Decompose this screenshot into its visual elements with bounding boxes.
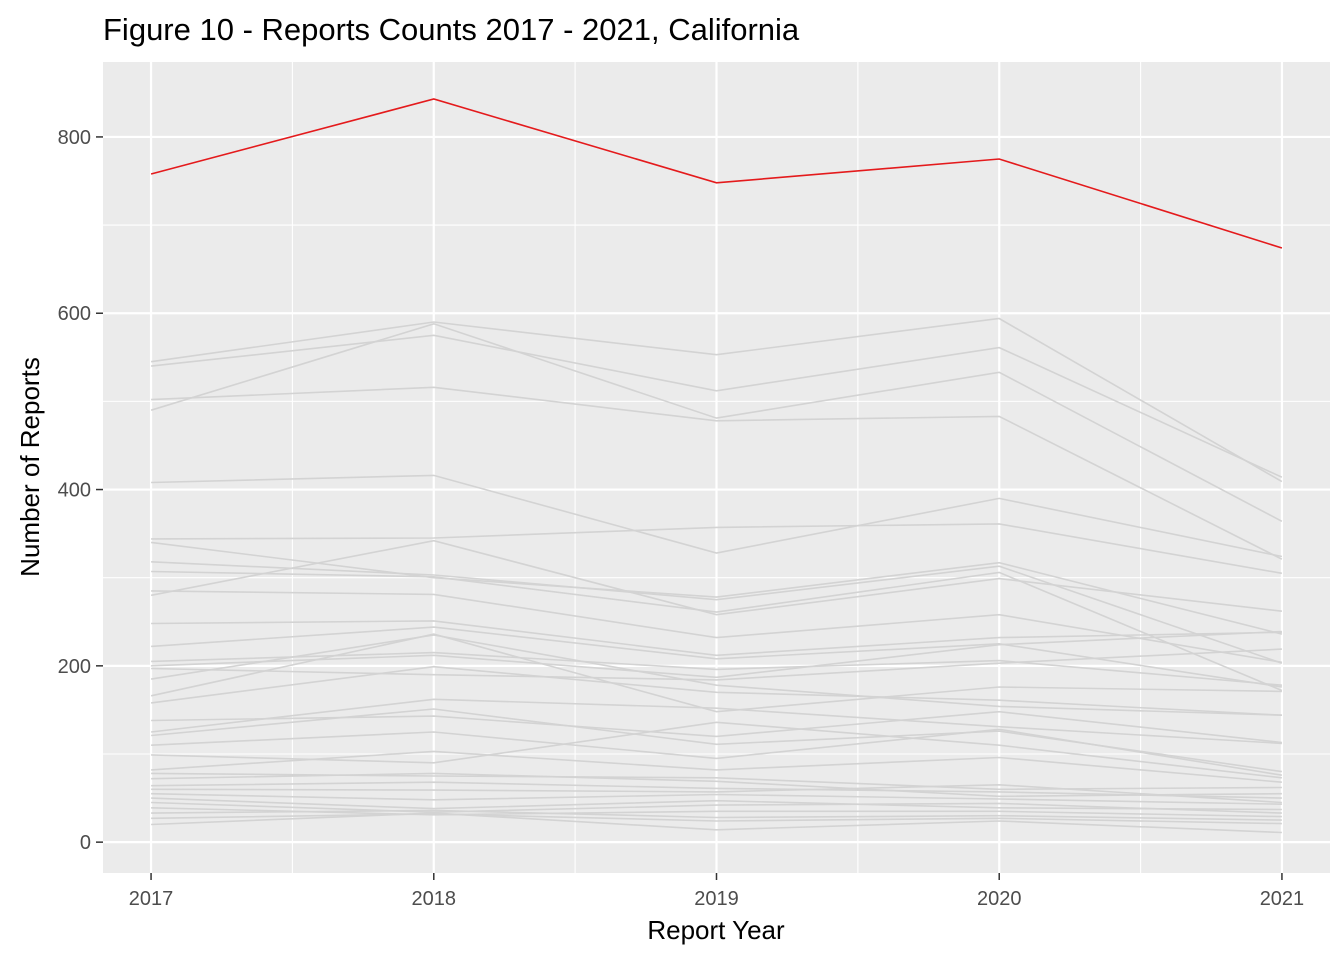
background-series-line bbox=[151, 541, 1283, 635]
x-tick-label: 2017 bbox=[129, 888, 174, 910]
x-tick-label: 2020 bbox=[977, 888, 1022, 910]
background-series-line bbox=[151, 651, 1282, 686]
background-series-line bbox=[151, 386, 1283, 560]
background-series-line bbox=[151, 721, 1282, 779]
background-series-line bbox=[151, 523, 1283, 575]
background-series-line bbox=[150, 539, 1282, 616]
background-series-line bbox=[151, 561, 1283, 664]
background-series-line bbox=[150, 633, 1282, 713]
y-axis-title: Number of Reports bbox=[15, 357, 45, 577]
background-series-line bbox=[151, 570, 1283, 692]
background-series-line bbox=[151, 590, 1283, 664]
background-series-line bbox=[150, 317, 1283, 483]
background-series-line bbox=[151, 772, 1282, 798]
x-axis-title: Report Year bbox=[647, 915, 785, 945]
background-series-line bbox=[151, 750, 1282, 783]
x-tick-label: 2019 bbox=[694, 888, 739, 910]
background-series-line bbox=[151, 813, 1282, 825]
x-tick-label: 2018 bbox=[412, 888, 457, 910]
background-series-line bbox=[151, 334, 1283, 478]
background-series-line bbox=[151, 807, 1282, 818]
background-series-line bbox=[150, 665, 1282, 716]
background-series-line bbox=[151, 812, 1282, 834]
y-tick-label: 200 bbox=[58, 656, 91, 678]
background-series-line bbox=[151, 620, 1282, 657]
highlight-series-line bbox=[150, 98, 1283, 249]
background-series-line bbox=[151, 698, 1282, 745]
background-series-line bbox=[151, 728, 1283, 776]
background-series-group bbox=[150, 317, 1283, 834]
background-series-line bbox=[151, 783, 1282, 804]
highlight-series-group bbox=[150, 98, 1283, 249]
background-series-line bbox=[151, 801, 1282, 814]
y-tick-label: 0 bbox=[80, 832, 91, 854]
background-series-line bbox=[151, 474, 1283, 558]
x-tick-label: 2021 bbox=[1260, 888, 1305, 910]
x-axis: 2017 2018 2019 2020 2021 bbox=[129, 873, 1304, 910]
y-tick-label: 800 bbox=[58, 127, 91, 149]
background-series-line bbox=[151, 809, 1282, 821]
background-series-line bbox=[151, 792, 1282, 805]
background-series-line bbox=[151, 630, 1282, 679]
background-series-line bbox=[150, 634, 1282, 716]
background-series-line bbox=[151, 781, 1282, 799]
y-tick-label: 600 bbox=[58, 303, 91, 325]
background-series-line bbox=[151, 797, 1282, 811]
y-axis: 0 200 400 600 800 bbox=[58, 127, 103, 854]
y-tick-label: 400 bbox=[58, 480, 91, 502]
chart-title: Figure 10 - Reports Counts 2017 - 2021, … bbox=[103, 12, 800, 47]
major-gridlines bbox=[103, 62, 1330, 873]
background-series-line bbox=[150, 322, 1283, 523]
background-series-line bbox=[151, 648, 1282, 681]
